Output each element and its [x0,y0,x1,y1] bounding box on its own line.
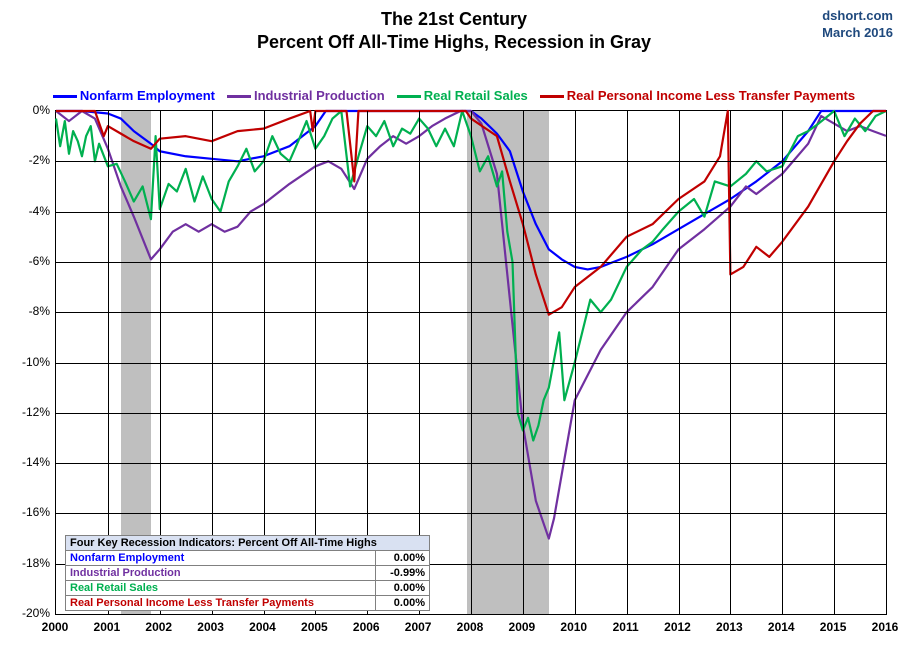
y-tick-label: -2% [5,153,50,167]
x-tick-label: 2015 [820,620,847,634]
x-tick-label: 2010 [560,620,587,634]
table-value: 0.00% [376,551,430,566]
title-line-1: The 21st Century [0,8,908,31]
table-label: Real Personal Income Less Transfer Payme… [66,596,376,611]
gridline-v [782,111,783,614]
legend-item: Real Retail Sales [397,88,528,103]
y-tick-label: -12% [5,405,50,419]
y-tick-label: -4% [5,204,50,218]
legend-item: Nonfarm Employment [53,88,215,103]
table-row: Real Retail Sales0.00% [66,581,430,596]
x-tick-label: 2004 [249,620,276,634]
x-tick-label: 2008 [457,620,484,634]
y-tick-label: -10% [5,355,50,369]
table-row: Real Personal Income Less Transfer Payme… [66,596,430,611]
y-tick-label: -20% [5,606,50,620]
legend-label: Real Personal Income Less Transfer Payme… [567,88,855,103]
table-value: 0.00% [376,596,430,611]
x-tick-label: 2012 [664,620,691,634]
y-tick-label: -18% [5,556,50,570]
table-row: Industrial Production-0.99% [66,566,430,581]
legend-label: Real Retail Sales [424,88,528,103]
y-tick-label: -6% [5,254,50,268]
gridline-v [471,111,472,614]
legend-item: Real Personal Income Less Transfer Payme… [540,88,855,103]
x-tick-label: 2002 [145,620,172,634]
legend-swatch [53,95,77,98]
x-tick-label: 2007 [405,620,432,634]
title-line-2: Percent Off All-Time Highs, Recession in… [0,31,908,54]
y-tick-label: 0% [5,103,50,117]
x-tick-label: 2014 [768,620,795,634]
legend-swatch [540,95,564,98]
legend-swatch [227,95,251,98]
gridline-v [575,111,576,614]
x-tick-label: 2005 [301,620,328,634]
table-label: Industrial Production [66,566,376,581]
chart-container: dshort.com March 2016 The 21st Century P… [0,0,908,662]
gridline-v [523,111,524,614]
indicator-table: Four Key Recession Indicators: Percent O… [65,535,430,611]
y-tick-label: -8% [5,304,50,318]
gridline-v [679,111,680,614]
x-tick-label: 2000 [42,620,69,634]
legend-label: Nonfarm Employment [80,88,215,103]
legend-item: Industrial Production [227,88,385,103]
table-row: Nonfarm Employment0.00% [66,551,430,566]
x-tick-label: 2009 [509,620,536,634]
x-tick-label: 2006 [353,620,380,634]
gridline-v [834,111,835,614]
x-tick-label: 2011 [613,620,639,634]
table-value: -0.99% [376,566,430,581]
y-tick-label: -16% [5,505,50,519]
gridline-v [730,111,731,614]
table-label: Nonfarm Employment [66,551,376,566]
x-tick-label: 2001 [94,620,121,634]
legend-swatch [397,95,421,98]
table-label: Real Retail Sales [66,581,376,596]
chart-title: The 21st Century Percent Off All-Time Hi… [0,8,908,55]
y-tick-label: -14% [5,455,50,469]
gridline-v [627,111,628,614]
legend: Nonfarm Employment Industrial Production R… [0,88,908,103]
x-tick-label: 2003 [197,620,224,634]
table-header: Four Key Recession Indicators: Percent O… [66,536,430,551]
x-tick-label: 2013 [716,620,743,634]
legend-label: Industrial Production [254,88,385,103]
table-value: 0.00% [376,581,430,596]
x-tick-label: 2016 [872,620,899,634]
